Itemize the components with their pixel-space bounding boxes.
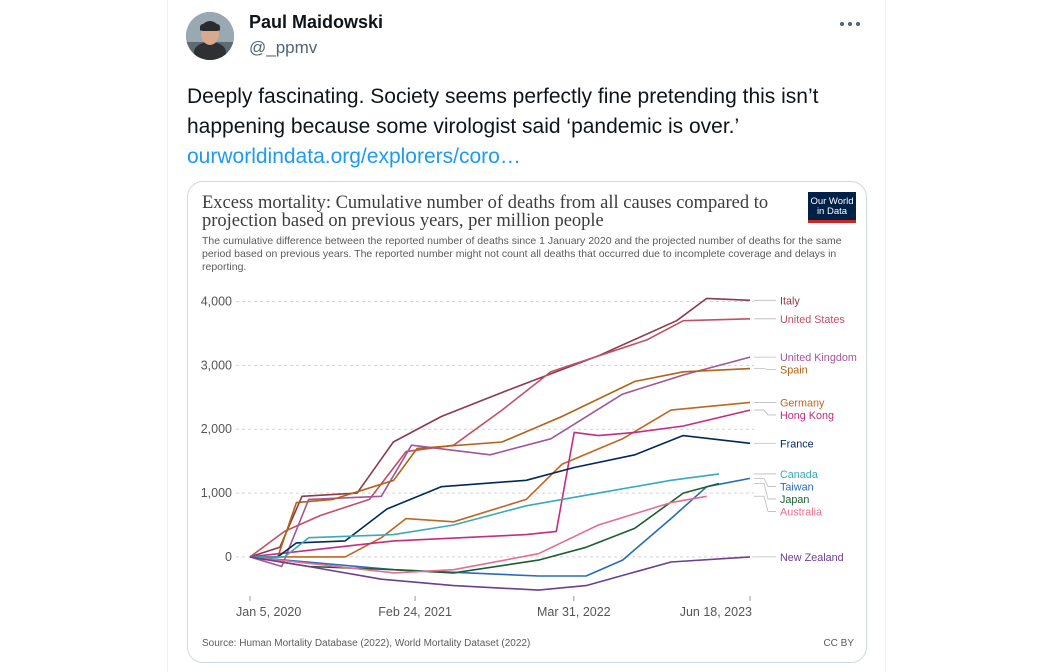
legend-label-united-states: United States [780, 314, 845, 326]
avatar-image [186, 12, 234, 60]
series-line-canada [250, 473, 720, 558]
x-tick-label: Feb 24, 2021 [378, 605, 452, 619]
excess-mortality-chart: 0 1,000 2,000 3,000 4,000 Jan 5, 2020 Feb 24, … [201, 295, 857, 619]
legend-connector-spain [754, 368, 776, 371]
legend-label-new-zealand: New Zealand [780, 552, 844, 564]
y-tick-label: 4,000 [201, 295, 232, 309]
series-line-hong-kong [249, 409, 751, 558]
more-dot-icon [856, 22, 860, 26]
legend-label-australia: Australia [780, 506, 822, 518]
legend-label-united-kingdom: United Kingdom [780, 352, 857, 364]
x-tick-label: Mar 31, 2022 [537, 605, 611, 619]
series-line-france [250, 434, 751, 558]
series-line-united-kingdom [249, 356, 751, 568]
more-options-button[interactable] [837, 14, 867, 34]
series-line-italy [249, 297, 751, 558]
owid-logo-line2: in Data [816, 206, 848, 217]
series-line-australia [249, 495, 707, 574]
legend-label-france: France [780, 438, 814, 450]
legend-connector-hong-kong [754, 409, 776, 416]
legend-connector-taiwan [754, 477, 776, 487]
owid-logo: Our World in Data [808, 192, 856, 223]
series-line-germany [250, 401, 751, 558]
legend-label-japan: Japan [780, 494, 809, 506]
author-handle[interactable]: @_ppmv [249, 38, 318, 57]
chart-source: Source: Human Mortality Database (2022),… [202, 638, 531, 649]
legend-label-spain: Spain [780, 365, 808, 377]
chart-title: Excess mortality: Cumulative number of d… [202, 193, 769, 231]
legend-connector-japan [754, 483, 776, 500]
chart-license: CC BY [823, 638, 854, 649]
chart-subtitle: The cumulative difference between the re… [202, 235, 842, 273]
avatar[interactable] [186, 12, 234, 60]
more-dot-icon [848, 22, 852, 26]
author-name[interactable]: Paul Maidowski [249, 12, 384, 32]
legend-label-germany: Germany [780, 397, 825, 409]
more-dot-icon [840, 22, 844, 26]
tweet-body: Deeply fascinating. Society seems perfec… [187, 85, 819, 138]
y-tick-label: 3,000 [201, 358, 232, 372]
series-line-new-zealand [249, 556, 751, 591]
series-line-united-states [249, 318, 751, 558]
tweet-link[interactable]: ourworldindata.org/explorers/coro… [187, 145, 521, 168]
tweet-text: Deeply fascinating. Society seems perfec… [187, 82, 867, 172]
owid-logo-line1: Our World [810, 196, 854, 207]
y-tick-label: 1,000 [201, 486, 232, 500]
chart-card[interactable]: Excess mortality: Cumulative number of d… [187, 181, 867, 663]
legend-connector-australia [754, 495, 776, 512]
x-tick-label: Jan 5, 2020 [236, 605, 301, 619]
series-line-japan [249, 482, 720, 574]
series-line-spain [250, 367, 751, 558]
legend-label-canada: Canada [780, 469, 818, 481]
tweet: Paul Maidowski @_ppmv Deeply fascinating… [167, 0, 886, 672]
legend-label-italy: Italy [780, 295, 800, 307]
legend-label-taiwan: Taiwan [780, 481, 814, 493]
y-tick-label: 0 [225, 550, 232, 564]
x-tick-label: Jun 18, 2023 [680, 605, 752, 619]
legend-label-hong-kong: Hong Kong [780, 410, 834, 422]
y-tick-label: 2,000 [201, 422, 232, 436]
